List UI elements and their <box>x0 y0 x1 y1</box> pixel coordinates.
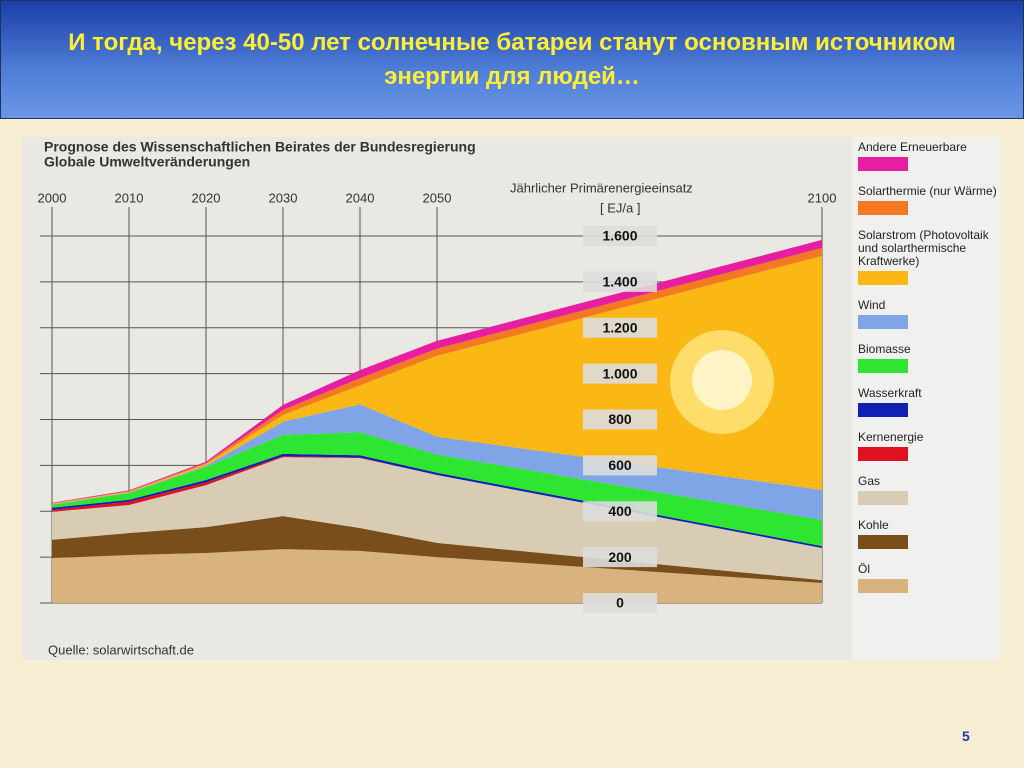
legend-label: Kohle <box>858 518 889 532</box>
slide-title: И тогда, через 40-50 лет солнечные батар… <box>68 28 956 90</box>
legend-label: Solarstrom (Photovoltaik und solarthermi… <box>858 228 989 268</box>
legend-item: Solarthermie (nur Wärme) <box>858 185 1000 215</box>
x-tick-label: 2020 <box>192 190 221 205</box>
legend-swatch <box>858 201 908 215</box>
y-unit: [ EJ/a ] <box>600 200 640 215</box>
x-tick-label: 2030 <box>269 190 298 205</box>
legend-label: Wasserkraft <box>858 386 922 400</box>
legend-item: Wind <box>858 299 1000 329</box>
legend-swatch <box>858 315 908 329</box>
y-tick-label: 600 <box>608 457 632 473</box>
legend-item: Kohle <box>858 519 1000 549</box>
legend-label: Biomasse <box>858 342 911 356</box>
legend-swatch <box>858 535 908 549</box>
y-tick-label: 200 <box>608 549 632 565</box>
tick-box <box>583 317 657 338</box>
sun-core <box>692 350 752 410</box>
legend-item: Biomasse <box>858 343 1000 373</box>
chart-title: Prognose des Wissenschaftlichen Beirates… <box>44 139 476 155</box>
legend-label: Solarthermie (nur Wärme) <box>858 184 997 198</box>
legend-label: Wind <box>858 298 886 312</box>
y-tick-label: 1.000 <box>602 365 637 381</box>
x-tick-label: 2040 <box>346 190 375 205</box>
tick-box <box>583 226 657 246</box>
x-tick-label: 2100 <box>808 190 837 205</box>
x-tick-label: 2050 <box>423 190 452 205</box>
chart: Prognose des Wissenschaftlichen Beirates… <box>22 137 852 660</box>
y-tick-label: 1.600 <box>602 228 637 244</box>
tick-box <box>583 455 657 476</box>
y-tick-label: 1.200 <box>602 319 637 335</box>
title-bar: И тогда, через 40-50 лет солнечные батар… <box>0 0 1024 119</box>
tick-box <box>583 593 657 613</box>
x-tick-label: 2010 <box>115 190 144 205</box>
legend-label: Öl <box>858 562 870 576</box>
legend-label: Andere Erneuerbare <box>858 140 967 154</box>
legend-swatch <box>858 579 908 593</box>
legend-item: Solarstrom (Photovoltaik und solarthermi… <box>858 229 1000 285</box>
area <box>52 247 822 504</box>
legend-item: Gas <box>858 475 1000 505</box>
y-tick-label: 400 <box>608 503 632 519</box>
tick-box <box>583 547 657 568</box>
legend-item: Andere Erneuerbare <box>858 141 1000 171</box>
legend-swatch <box>858 447 908 461</box>
tick-box <box>583 271 657 292</box>
area <box>52 432 822 547</box>
area <box>52 239 822 504</box>
legend-swatch <box>858 157 908 171</box>
chart-subtitle: Globale Umweltveränderungen <box>44 154 250 170</box>
area <box>52 549 822 603</box>
legend-item: Kernenergie <box>858 431 1000 461</box>
tick-box <box>583 363 657 384</box>
legend-swatch <box>858 359 908 373</box>
page-number: 5 <box>962 728 970 744</box>
source: Quelle: solarwirtschaft.de <box>48 642 194 657</box>
tick-box <box>583 409 657 430</box>
y-tick-label: 1.400 <box>602 274 637 290</box>
legend-label: Gas <box>858 474 881 488</box>
legend-swatch <box>858 491 908 505</box>
legend-swatch <box>858 403 908 417</box>
legend-item: Öl <box>858 563 1000 593</box>
legend-item: Wasserkraft <box>858 387 1000 417</box>
y-tick-label: 800 <box>608 411 632 427</box>
legend: Andere Erneuerbare Solarthermie (nur Wärm… <box>852 137 1000 660</box>
tick-box <box>583 501 657 522</box>
legend-label: Kernenergie <box>858 430 924 444</box>
legend-swatch <box>858 271 908 285</box>
y-tick-label: 0 <box>616 595 624 611</box>
y-label: Jährlicher Primärenergieeinsatz <box>510 180 693 195</box>
x-tick-label: 2000 <box>38 190 67 205</box>
